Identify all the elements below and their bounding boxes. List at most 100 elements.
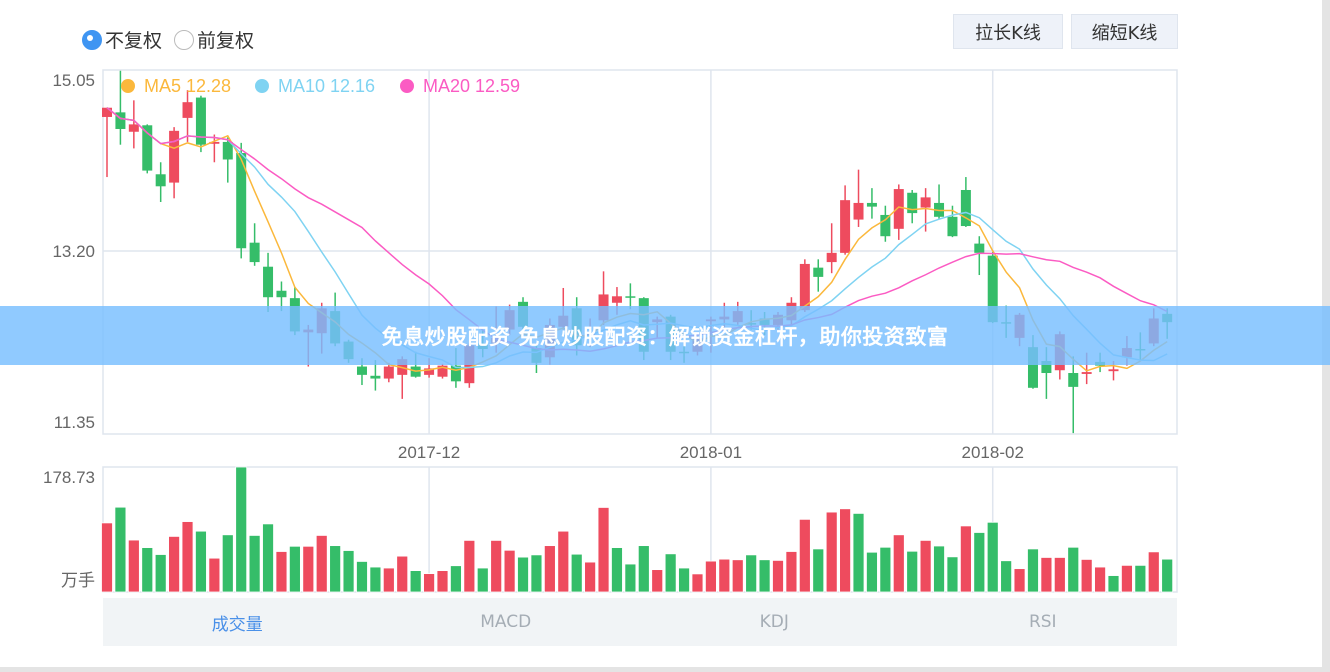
volume-bar (1107, 575, 1120, 593)
volume-bar (490, 539, 503, 593)
tab-kdj[interactable]: KDJ (759, 612, 789, 632)
volume-bar (369, 566, 382, 593)
volume-bar (503, 549, 516, 593)
volume-bar (597, 507, 610, 593)
candle-body (195, 97, 206, 145)
candle-body (625, 296, 636, 298)
volume-bar (825, 511, 838, 593)
volume-bar (302, 545, 315, 593)
candle-body (276, 290, 287, 298)
candle-body (907, 192, 918, 214)
volume-bar (798, 518, 811, 593)
volume-bar (1067, 546, 1080, 593)
price-tick: 11.35 (54, 413, 95, 432)
volume-bar (1013, 568, 1026, 593)
volume-bar (248, 535, 261, 593)
candle-body (155, 174, 166, 187)
volume-bar (879, 546, 892, 593)
candle-body (1041, 360, 1052, 374)
candle-body (853, 202, 864, 220)
volume-bar (986, 521, 999, 593)
volume-tick: 178.73 (43, 468, 95, 487)
volume-bar (356, 561, 368, 593)
ma5-legend: MA5 12.28 (144, 76, 231, 96)
candle-body (142, 125, 153, 171)
candle-body (1081, 372, 1092, 374)
volume-bar (530, 554, 543, 593)
candle-body (249, 242, 260, 263)
volume-bar (463, 539, 476, 593)
tab-volume[interactable]: 成交量 (211, 614, 263, 635)
tab-macd[interactable]: MACD (480, 612, 532, 632)
volume-bar (557, 530, 570, 593)
candle-body (383, 366, 394, 379)
radio-label: 不复权 (105, 30, 163, 52)
volume-bar (758, 559, 771, 593)
volume-bar (141, 547, 154, 593)
volume-bar (181, 521, 194, 593)
volume-bar (731, 559, 744, 593)
volume-bar (329, 545, 342, 593)
volume-bar (288, 545, 301, 593)
candle-body (880, 214, 891, 237)
volume-bar (476, 567, 489, 593)
volume-bar (678, 567, 690, 593)
shorten-kline-button[interactable]: 缩短K线 (1071, 14, 1178, 49)
ma20-legend: MA20 12.59 (423, 76, 520, 96)
volume-bar (114, 506, 127, 593)
volume-bar (772, 559, 784, 593)
volume-bar (315, 535, 328, 593)
volume-bar (543, 545, 556, 593)
volume-bar (906, 550, 919, 593)
date-tick: 2018-01 (680, 443, 742, 462)
candle-body (974, 243, 985, 253)
volume-bar (1161, 558, 1174, 593)
candle-body (209, 141, 220, 144)
volume-bar (866, 551, 878, 593)
volume-bar (1134, 564, 1147, 593)
volume-bar (611, 547, 623, 593)
volume-bar (1080, 559, 1093, 593)
candle-body (424, 368, 435, 375)
indicator-tabs: 成交量 MACD KDJ RSI (103, 598, 1177, 646)
volume-bar (1000, 560, 1013, 593)
watermark-banner: 免息炒股配资 免息炒股配资：解锁资金杠杆，助你投资致富 (0, 306, 1330, 365)
volume-bar (1094, 566, 1106, 593)
price-tick: 13.20 (52, 242, 95, 261)
candle-body (866, 202, 877, 207)
date-axis: 2017-12 2018-01 2018-02 (398, 443, 1024, 462)
legend: MA5 12.28 MA10 12.16 MA20 12.59 (121, 76, 520, 96)
radio-label: 前复权 (197, 30, 255, 52)
volume-bar (1053, 557, 1066, 593)
volume-bar (1027, 548, 1039, 593)
tab-rsi[interactable]: RSI (1028, 612, 1057, 632)
candle-body (1108, 369, 1119, 372)
candle-body (1027, 347, 1038, 388)
volume-bar (705, 560, 717, 593)
candle-body (356, 366, 367, 375)
candle-body (115, 112, 126, 129)
radio-no-adjust[interactable]: 不复权 (82, 26, 162, 53)
volume-bar (745, 554, 758, 593)
candle-body (960, 189, 971, 227)
candle-body (826, 252, 837, 263)
candle-body (611, 296, 622, 303)
volume-bar (235, 466, 248, 593)
volume-bar (584, 561, 597, 593)
ma10-legend: MA10 12.16 (278, 76, 375, 96)
volume-bar (396, 555, 409, 593)
radio-unchecked-icon (174, 29, 194, 50)
volume-bar (785, 551, 798, 593)
volume-bar (262, 523, 274, 593)
volume-bar (1040, 557, 1053, 593)
volume-bar (959, 525, 972, 593)
radio-forward-adjust[interactable]: 前复权 (174, 26, 254, 53)
candle-body (182, 102, 193, 118)
volume-bar (409, 570, 422, 593)
volume-bars (101, 466, 1174, 593)
lengthen-kline-button[interactable]: 拉长K线 (953, 14, 1063, 49)
ma20-legend-dot (400, 79, 414, 93)
price-axis: 15.05 13.20 11.35 178.73 万手 (43, 71, 95, 591)
candle-body (1068, 373, 1079, 387)
volume-bar (691, 573, 704, 593)
